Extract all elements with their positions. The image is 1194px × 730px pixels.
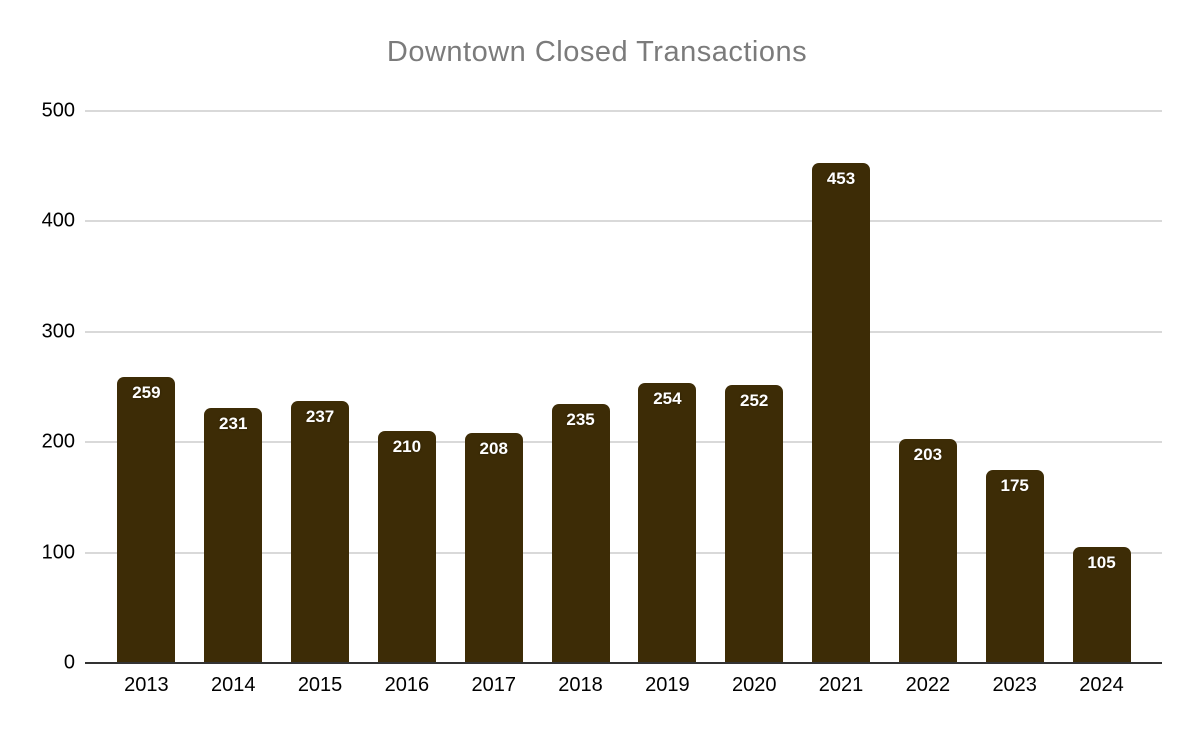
bar-value-label: 231 bbox=[219, 413, 248, 433]
bar-value-label: 235 bbox=[566, 409, 595, 429]
bar: 453 bbox=[812, 162, 871, 663]
x-axis-label: 2019 bbox=[645, 674, 690, 696]
gridline bbox=[85, 551, 1162, 554]
bar-value-label: 203 bbox=[913, 444, 943, 464]
x-axis-baseline bbox=[85, 662, 1162, 664]
bar: 235 bbox=[551, 403, 610, 663]
y-tick-label: 500 bbox=[41, 99, 75, 122]
bar-group-2014: 231 2014 bbox=[190, 111, 277, 696]
y-tick-label: 100 bbox=[41, 541, 75, 564]
bar-group-2015: 237 2015 bbox=[277, 111, 364, 696]
x-axis-label: 2013 bbox=[124, 674, 169, 696]
bar-group-2021: 453 2021 bbox=[798, 111, 885, 696]
gridline bbox=[85, 220, 1162, 223]
x-axis-label: 2016 bbox=[384, 674, 430, 696]
bar-group-2016: 210 2016 bbox=[363, 111, 450, 696]
bar-group-2017: 208 2017 bbox=[450, 111, 537, 696]
bar: 259 bbox=[117, 377, 176, 663]
x-axis-label: 2014 bbox=[210, 674, 256, 696]
bars-row: 259 2013 231 2014 237 2015 210 2016 208 2017 235 20… bbox=[103, 111, 1145, 696]
bar: 210 bbox=[377, 431, 436, 663]
bar-value-label: 259 bbox=[132, 383, 161, 403]
bar: 208 bbox=[464, 433, 523, 663]
plot-area: 0 100 200 300 400 500 259 2013 231 2014 237 2015 21… bbox=[42, 100, 1162, 696]
y-tick-label: 400 bbox=[41, 209, 75, 232]
x-axis-label: 2022 bbox=[905, 674, 951, 696]
x-axis-label: 2024 bbox=[1079, 674, 1124, 696]
y-tick-label: 0 bbox=[63, 651, 75, 674]
bar-group-2019: 254 2019 bbox=[624, 111, 711, 696]
bar-value-label: 208 bbox=[479, 439, 508, 459]
bar: 237 bbox=[291, 401, 350, 663]
bar-group-2023: 175 2023 bbox=[971, 111, 1058, 696]
bar: 231 bbox=[204, 407, 263, 663]
x-axis-label: 2018 bbox=[558, 674, 603, 696]
bar: 105 bbox=[1072, 547, 1131, 663]
bar: 252 bbox=[725, 384, 784, 663]
bar-value-label: 237 bbox=[305, 407, 335, 427]
bar: 203 bbox=[898, 438, 957, 663]
y-tick-label: 300 bbox=[41, 320, 75, 343]
y-tick-label: 200 bbox=[41, 430, 75, 453]
bar: 175 bbox=[985, 469, 1044, 663]
x-axis-label: 2015 bbox=[297, 674, 343, 696]
bar-value-label: 105 bbox=[1087, 553, 1116, 573]
bar-group-2018: 235 2018 bbox=[537, 111, 624, 696]
gridline bbox=[85, 441, 1162, 444]
bar-value-label: 254 bbox=[653, 388, 682, 408]
bar-group-2020: 252 2020 bbox=[711, 111, 798, 696]
bar-value-label: 453 bbox=[826, 168, 856, 188]
bar: 254 bbox=[638, 382, 697, 663]
x-axis-label: 2017 bbox=[471, 674, 516, 696]
gridline bbox=[85, 110, 1162, 112]
chart-title: Downtown Closed Transactions bbox=[386, 36, 808, 68]
x-axis-label: 2021 bbox=[818, 674, 864, 696]
bar-group-2024: 105 2024 bbox=[1058, 111, 1145, 696]
bar-value-label: 210 bbox=[392, 437, 422, 457]
bar-value-label: 252 bbox=[740, 390, 769, 410]
x-axis-label: 2020 bbox=[731, 674, 777, 696]
bar-group-2022: 203 2022 bbox=[884, 111, 971, 696]
bar-group-2013: 259 2013 bbox=[103, 111, 190, 696]
gridline bbox=[85, 330, 1162, 333]
x-axis-label: 2023 bbox=[992, 674, 1037, 696]
bar-value-label: 175 bbox=[1000, 475, 1029, 495]
